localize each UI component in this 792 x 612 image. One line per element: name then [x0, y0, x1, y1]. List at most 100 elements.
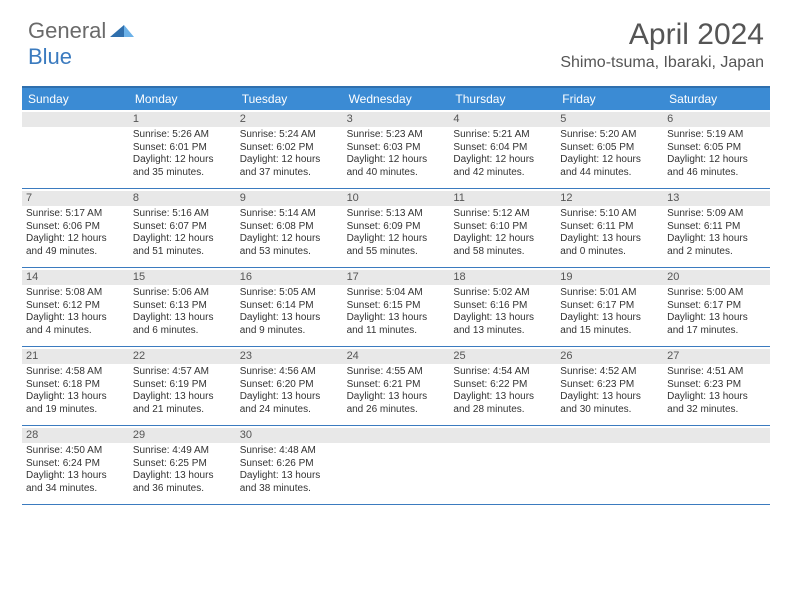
day-info-line: Daylight: 12 hours	[133, 154, 232, 167]
day-info-line: Sunrise: 4:56 AM	[240, 366, 339, 379]
day-info-line: and 46 minutes.	[667, 167, 766, 180]
day-info-line: Sunset: 6:14 PM	[240, 300, 339, 313]
day-number: 18	[449, 270, 556, 285]
day-info-line: Sunset: 6:01 PM	[133, 142, 232, 155]
day-info-line: Sunrise: 5:23 AM	[347, 129, 446, 142]
day-cell	[343, 426, 450, 504]
day-number: 23	[236, 349, 343, 364]
day-info-line: Sunset: 6:24 PM	[26, 458, 125, 471]
day-info-line: Daylight: 13 hours	[26, 470, 125, 483]
day-info-line: Sunrise: 5:26 AM	[133, 129, 232, 142]
day-info-line: Sunrise: 5:08 AM	[26, 287, 125, 300]
day-cell	[449, 426, 556, 504]
day-info-line: Sunrise: 4:51 AM	[667, 366, 766, 379]
day-number: 13	[663, 191, 770, 206]
day-cell	[663, 426, 770, 504]
day-cell: 24Sunrise: 4:55 AMSunset: 6:21 PMDayligh…	[343, 347, 450, 425]
day-number	[663, 428, 770, 443]
day-info-line: Sunrise: 4:57 AM	[133, 366, 232, 379]
day-info-line: Sunrise: 5:19 AM	[667, 129, 766, 142]
day-info-line: Sunset: 6:11 PM	[667, 221, 766, 234]
day-number: 11	[449, 191, 556, 206]
day-cell	[22, 110, 129, 188]
day-number: 15	[129, 270, 236, 285]
day-info-line: Sunset: 6:08 PM	[240, 221, 339, 234]
day-info-line: Sunset: 6:23 PM	[667, 379, 766, 392]
day-number: 1	[129, 112, 236, 127]
day-info-line: Sunset: 6:05 PM	[560, 142, 659, 155]
brand-mark-icon	[110, 19, 136, 44]
day-cell: 16Sunrise: 5:05 AMSunset: 6:14 PMDayligh…	[236, 268, 343, 346]
day-info-line: Sunrise: 5:04 AM	[347, 287, 446, 300]
day-number	[343, 428, 450, 443]
week-row: 14Sunrise: 5:08 AMSunset: 6:12 PMDayligh…	[22, 268, 770, 347]
week-row: 28Sunrise: 4:50 AMSunset: 6:24 PMDayligh…	[22, 426, 770, 505]
day-info-line: Sunset: 6:21 PM	[347, 379, 446, 392]
day-info-line: Sunrise: 4:52 AM	[560, 366, 659, 379]
day-cell: 14 Sunrise: 5:08 AMSunset: 6:12 PMDayligh…	[22, 268, 129, 346]
day-cell: 27Sunrise: 4:51 AMSunset: 6:23 PMDayligh…	[663, 347, 770, 425]
day-info-line: and 51 minutes.	[133, 246, 232, 259]
day-info-line: Daylight: 13 hours	[560, 391, 659, 404]
day-info-line: Sunset: 6:11 PM	[560, 221, 659, 234]
day-number: 3	[343, 112, 450, 127]
day-info-line: and 37 minutes.	[240, 167, 339, 180]
day-info-line: Daylight: 12 hours	[347, 233, 446, 246]
week-row: 1Sunrise: 5:26 AMSunset: 6:01 PMDaylight…	[22, 110, 770, 189]
day-info-line: Daylight: 12 hours	[240, 154, 339, 167]
day-number	[556, 428, 663, 443]
day-info-line: Sunset: 6:15 PM	[347, 300, 446, 313]
day-number: 9	[236, 191, 343, 206]
day-header: Tuesday	[236, 88, 343, 110]
day-info-line: Sunrise: 5:13 AM	[347, 208, 446, 221]
day-number: 28	[22, 428, 129, 443]
day-cell: 6Sunrise: 5:19 AMSunset: 6:05 PMDaylight…	[663, 110, 770, 188]
day-info-line: and 30 minutes.	[560, 404, 659, 417]
day-info-line: Sunrise: 4:49 AM	[133, 445, 232, 458]
day-info-line: Daylight: 12 hours	[26, 233, 125, 246]
day-info-line: Sunrise: 5:02 AM	[453, 287, 552, 300]
day-number: 7	[22, 191, 129, 206]
day-info-line: Sunset: 6:12 PM	[26, 300, 125, 313]
day-info-line: and 9 minutes.	[240, 325, 339, 338]
day-cell: 25Sunrise: 4:54 AMSunset: 6:22 PMDayligh…	[449, 347, 556, 425]
day-number: 24	[343, 349, 450, 364]
day-cell: 20Sunrise: 5:00 AMSunset: 6:17 PMDayligh…	[663, 268, 770, 346]
day-number: 21	[22, 349, 129, 364]
day-info-line: and 13 minutes.	[453, 325, 552, 338]
day-info-line: Sunset: 6:20 PM	[240, 379, 339, 392]
day-cell: 15Sunrise: 5:06 AMSunset: 6:13 PMDayligh…	[129, 268, 236, 346]
day-number	[449, 428, 556, 443]
day-cell	[556, 426, 663, 504]
day-info-line: Sunset: 6:23 PM	[560, 379, 659, 392]
day-info-line: and 28 minutes.	[453, 404, 552, 417]
day-info-line: Daylight: 12 hours	[560, 154, 659, 167]
day-cell: 18Sunrise: 5:02 AMSunset: 6:16 PMDayligh…	[449, 268, 556, 346]
day-info-line: Daylight: 13 hours	[26, 312, 125, 325]
day-info-line: Sunrise: 5:20 AM	[560, 129, 659, 142]
day-info-line: Sunrise: 4:58 AM	[26, 366, 125, 379]
day-cell: 8Sunrise: 5:16 AMSunset: 6:07 PMDaylight…	[129, 189, 236, 267]
day-info-line: and 19 minutes.	[26, 404, 125, 417]
day-number: 5	[556, 112, 663, 127]
day-info-line: and 53 minutes.	[240, 246, 339, 259]
day-info-line: and 58 minutes.	[453, 246, 552, 259]
day-header: Monday	[129, 88, 236, 110]
day-info-line: Daylight: 12 hours	[453, 233, 552, 246]
day-info-line: Daylight: 13 hours	[667, 312, 766, 325]
day-number: 27	[663, 349, 770, 364]
day-info-line: Daylight: 12 hours	[240, 233, 339, 246]
day-info-line: and 38 minutes.	[240, 483, 339, 496]
day-number: 14	[22, 270, 129, 285]
day-number: 12	[556, 191, 663, 206]
day-number: 26	[556, 349, 663, 364]
day-info-line: and 15 minutes.	[560, 325, 659, 338]
day-info-line: Sunrise: 5:14 AM	[240, 208, 339, 221]
day-info-line: Sunrise: 5:10 AM	[560, 208, 659, 221]
month-title: April 2024	[560, 18, 764, 52]
day-cell: 5 Sunrise: 5:20 AMSunset: 6:05 PMDaylight…	[556, 110, 663, 188]
day-info-line: and 55 minutes.	[347, 246, 446, 259]
day-number: 29	[129, 428, 236, 443]
day-info-line: Daylight: 13 hours	[240, 470, 339, 483]
day-info-line: Sunset: 6:09 PM	[347, 221, 446, 234]
